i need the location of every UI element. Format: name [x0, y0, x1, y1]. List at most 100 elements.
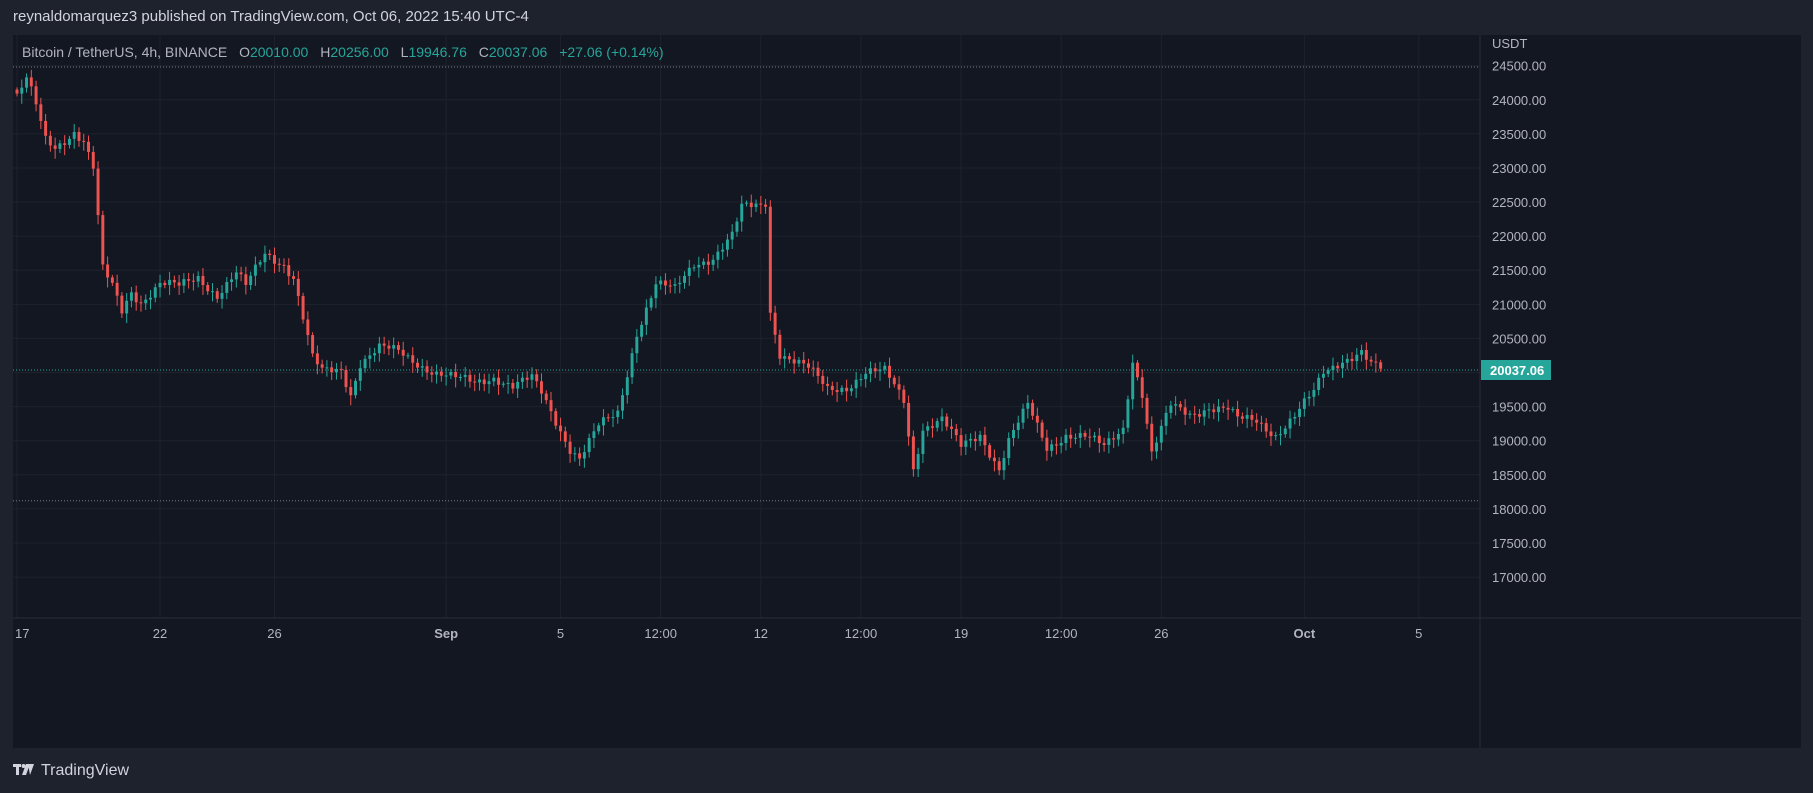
candle-body [1112, 438, 1116, 440]
candle-body [1217, 406, 1221, 413]
candle-body [1288, 418, 1292, 429]
candle-body [525, 377, 529, 380]
candle-body [826, 383, 830, 386]
candle-body [597, 425, 601, 432]
candle-body [759, 203, 763, 205]
candle-body [1140, 377, 1144, 398]
candle-body [91, 151, 95, 169]
candle-body [716, 251, 720, 260]
candle-body [554, 411, 558, 426]
candle-body [787, 356, 791, 360]
candle-body [1107, 438, 1111, 445]
candle-body [1360, 350, 1364, 355]
candle-body [630, 353, 634, 378]
candle-body [520, 377, 524, 382]
candle-body [487, 381, 491, 385]
candle-body [215, 291, 219, 299]
candle-body [811, 367, 815, 369]
candle-body [401, 349, 405, 356]
candle-body [82, 140, 86, 142]
candle-body [539, 381, 543, 394]
candle-body [1040, 422, 1044, 438]
candle-body [315, 353, 319, 365]
candle-body [1255, 419, 1259, 423]
candle-body [1026, 402, 1030, 409]
open-value: 20010.00 [249, 44, 309, 60]
candle-body [1321, 373, 1325, 378]
candle-body [430, 372, 434, 375]
candle-body [277, 263, 281, 265]
candle-body [926, 426, 930, 431]
candle-body [1197, 414, 1201, 417]
candle-body [678, 282, 682, 285]
tradingview-logo[interactable]: TradingView [13, 762, 129, 780]
candle-body [902, 389, 906, 403]
candle-body [873, 368, 877, 372]
candle-body [272, 255, 276, 264]
candle-body [911, 436, 915, 470]
candle-body [1207, 409, 1211, 411]
candle-body [334, 368, 338, 373]
candle-body [1035, 415, 1039, 423]
candle-body [339, 368, 343, 370]
price-tick-label: 17500.00 [1492, 536, 1546, 551]
candle-body [110, 277, 114, 283]
candle-body [601, 417, 605, 426]
candle-body [1379, 362, 1383, 369]
candle-body [168, 279, 172, 286]
candle-body [1245, 415, 1249, 419]
candle-body [416, 362, 419, 368]
candle-body [988, 445, 992, 458]
candle-body [935, 421, 939, 428]
time-tick-label: 12:00 [1045, 626, 1078, 641]
candle-body [1231, 408, 1235, 410]
candle-body [778, 334, 782, 359]
chart-pane[interactable]: USDT 17000.00 17500.00 18000.00 18500.00 1900… [13, 35, 1801, 748]
candle-body [1131, 362, 1135, 400]
candle-body [473, 381, 477, 383]
candle-body [773, 312, 777, 335]
price-tick-label: 19500.00 [1492, 400, 1546, 415]
candle-body [1279, 434, 1282, 436]
candle-body [439, 371, 443, 376]
price-tick-label: 22500.00 [1492, 195, 1546, 210]
candle-body [72, 131, 76, 139]
candle-body [320, 364, 324, 368]
candle-body [1054, 444, 1058, 446]
candle-body [1069, 434, 1073, 439]
candle-body [992, 457, 996, 462]
candle-body [1298, 408, 1302, 417]
candle-body [768, 206, 772, 313]
candle-body [463, 374, 467, 377]
candle-body [883, 365, 887, 370]
candle-body [969, 438, 973, 441]
price-tick-label: 21500.00 [1492, 263, 1546, 278]
price-tick-label: 18000.00 [1492, 502, 1546, 517]
candle-body [997, 461, 1001, 471]
candle-body [482, 379, 486, 385]
candle-body [1126, 399, 1130, 428]
candle-body [1221, 406, 1225, 408]
close-label: C [478, 44, 489, 60]
symbol-label[interactable]: Bitcoin / TetherUS, 4h, BINANCE [22, 44, 228, 60]
candle-body [864, 373, 868, 380]
candle-body [735, 221, 739, 232]
candle-body [711, 259, 715, 265]
candle-body [120, 295, 124, 314]
candle-body [654, 284, 658, 299]
candle-body [1269, 431, 1273, 437]
price-chart[interactable]: USDT 17000.00 17500.00 18000.00 18500.00 1900… [13, 35, 1801, 748]
candle-body [1097, 435, 1101, 444]
candle-body [587, 438, 591, 453]
candle-body [1193, 413, 1197, 415]
candle-body [39, 104, 43, 121]
candle-body [745, 202, 748, 204]
candle-body [1102, 443, 1106, 445]
candle-body [1078, 433, 1082, 438]
price-tick-label: 23500.00 [1492, 127, 1546, 142]
candle-body [1374, 361, 1378, 363]
tradingview-brand-text: TradingView [41, 762, 130, 779]
candle-body [635, 336, 639, 354]
candle-body [87, 141, 90, 152]
candle-body [1307, 396, 1311, 399]
